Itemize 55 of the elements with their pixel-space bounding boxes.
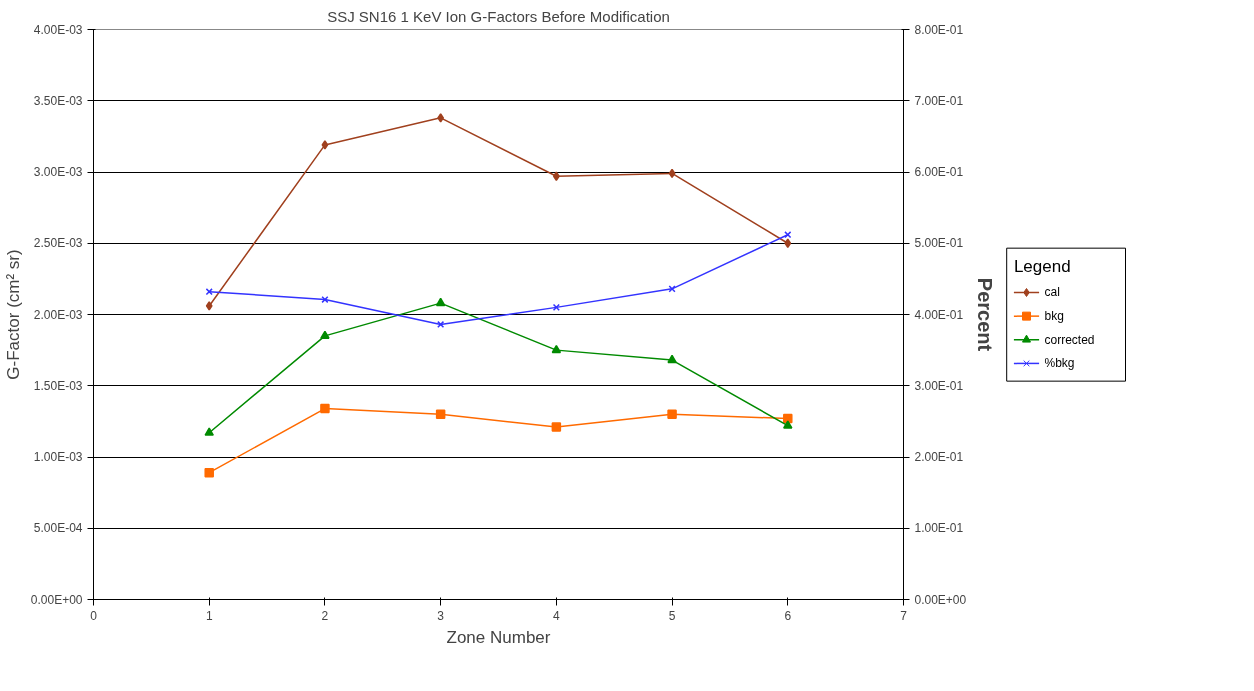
point (204, 427, 214, 436)
point (320, 403, 330, 414)
point (437, 113, 445, 123)
y-tick-label: 0.00E+00 (30, 592, 83, 607)
legend-label: cal (1044, 285, 1060, 300)
point (435, 409, 446, 419)
x-tick-label: 6 (784, 608, 792, 623)
y-tick-label: 1.00E-03 (33, 450, 83, 464)
y-tick-label: 1.50E-03 (33, 378, 83, 393)
point (320, 330, 330, 339)
point (552, 303, 560, 311)
y2-tick-label: 1.00E-01 (914, 521, 964, 536)
x-tick-label: 4 (553, 608, 561, 623)
legend-label: bkg (1044, 309, 1064, 324)
point (668, 168, 676, 179)
point (552, 171, 560, 182)
y2-tick-label: 5.00E-01 (914, 236, 964, 251)
point (667, 354, 677, 364)
x-axis-title: Zone Number (446, 627, 551, 647)
point (551, 344, 562, 354)
point (435, 297, 446, 307)
point (783, 420, 793, 429)
x-tick-label: 5 (668, 608, 676, 623)
y-tick-label: 3.50E-03 (33, 93, 83, 108)
point (783, 413, 793, 424)
point (205, 301, 213, 311)
x-tick-label: 2 (321, 608, 329, 623)
legend-label: %bkg (1044, 356, 1075, 371)
y-axis-title: G-Factor (cm² sr) (3, 249, 23, 380)
y-tick-label: 3.00E-03 (33, 165, 83, 179)
y2-tick-label: 2.00E-01 (914, 450, 964, 464)
y2-tick-label: 7.00E-01 (914, 93, 964, 108)
point (667, 409, 677, 419)
legend-label: corrected (1044, 332, 1095, 347)
y2-tick-label: 4.00E-01 (914, 307, 964, 322)
x-tick-label: 0 (90, 608, 98, 623)
point (204, 467, 214, 478)
chart-title: SSJ SN16 1 KeV Ion G-Factors Before Modification (327, 7, 670, 25)
x-tick-label: 1 (205, 608, 213, 623)
y2-axis-title: Percent (974, 277, 997, 352)
y2-tick-label: 6.00E-01 (914, 165, 964, 179)
point (784, 238, 792, 248)
y2-tick-label: 8.00E-01 (914, 22, 964, 37)
point (321, 140, 329, 150)
legend-title: Legend (1013, 257, 1071, 277)
y2-tick-label: 0.00E+00 (914, 592, 967, 607)
point (551, 422, 562, 432)
y-tick-label: 2.50E-03 (33, 236, 83, 251)
y2-tick-label: 3.00E-01 (914, 378, 964, 393)
y-tick-label: 4.00E-03 (33, 22, 83, 37)
y-tick-label: 2.00E-03 (33, 307, 83, 322)
x-tick-label: 3 (437, 608, 445, 623)
x-tick-label: 7 (900, 608, 908, 623)
point (321, 295, 329, 304)
y-tick-label: 5.00E-04 (33, 521, 83, 536)
